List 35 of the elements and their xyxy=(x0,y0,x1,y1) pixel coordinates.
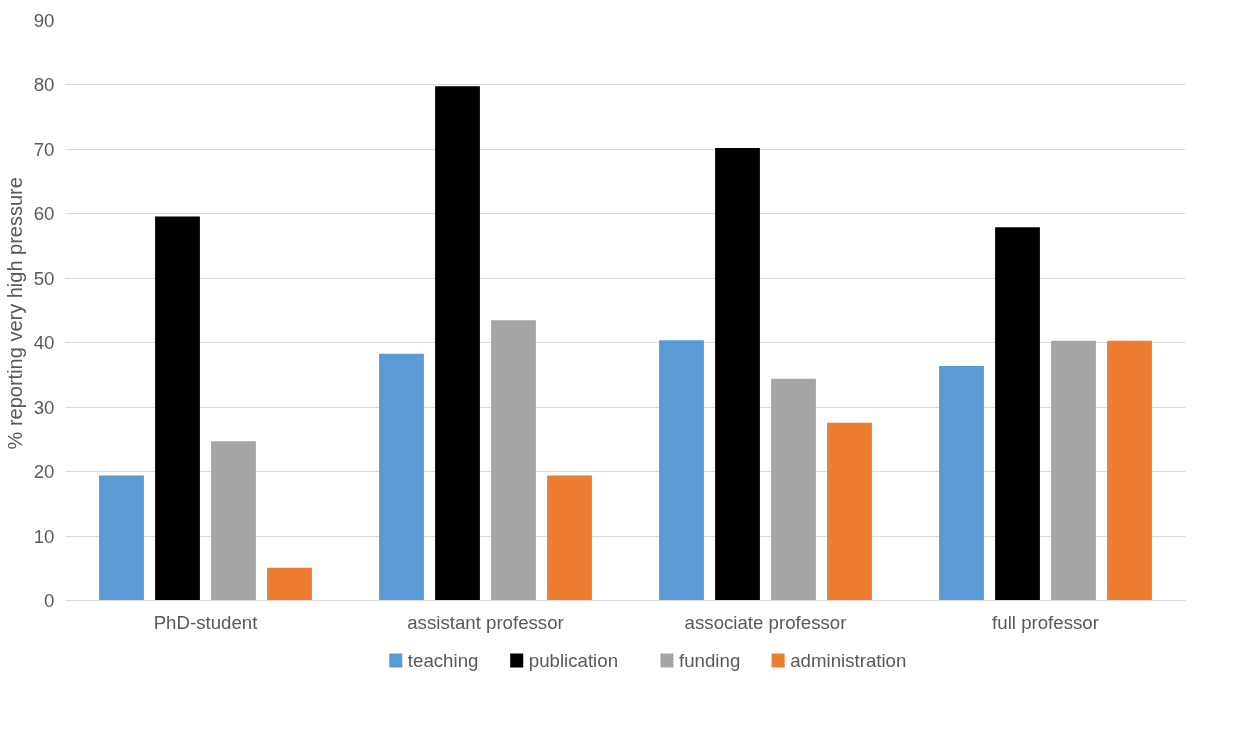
bar xyxy=(1051,340,1096,601)
bar xyxy=(99,475,144,601)
bar xyxy=(491,320,536,601)
legend-label: teaching xyxy=(407,650,479,671)
bar xyxy=(211,441,256,601)
legend-label: funding xyxy=(679,650,741,671)
y-tick-label: 20 xyxy=(33,461,55,483)
y-tick-label: 70 xyxy=(33,138,55,160)
bar xyxy=(1107,340,1152,601)
bar xyxy=(771,378,816,601)
x-tick-label: assistant professor xyxy=(407,611,564,633)
bar xyxy=(155,216,200,601)
y-tick-label: 90 xyxy=(33,10,55,31)
y-tick-label: 80 xyxy=(33,74,55,96)
y-axis-title: % reporting very high pressure xyxy=(3,177,26,450)
y-tick-label: 30 xyxy=(33,396,55,418)
bar xyxy=(435,86,480,601)
y-tick-label: 60 xyxy=(33,203,55,225)
bar xyxy=(547,475,592,601)
x-tick-label: full professor xyxy=(992,611,1099,633)
bar xyxy=(827,422,872,601)
bar xyxy=(715,148,760,601)
bar xyxy=(939,365,984,601)
bar xyxy=(379,353,424,601)
bar xyxy=(995,227,1040,601)
x-tick-label: associate professor xyxy=(684,611,847,633)
bar xyxy=(267,567,312,601)
y-tick-label: 10 xyxy=(33,525,55,547)
y-tick-label: 50 xyxy=(33,267,55,289)
bar xyxy=(659,340,704,601)
y-tick-label: 0 xyxy=(44,590,55,611)
legend-label: administration xyxy=(790,650,907,671)
legend-label: publication xyxy=(528,650,619,671)
y-tick-label: 40 xyxy=(33,332,55,354)
x-tick-label: PhD-student xyxy=(153,611,259,633)
